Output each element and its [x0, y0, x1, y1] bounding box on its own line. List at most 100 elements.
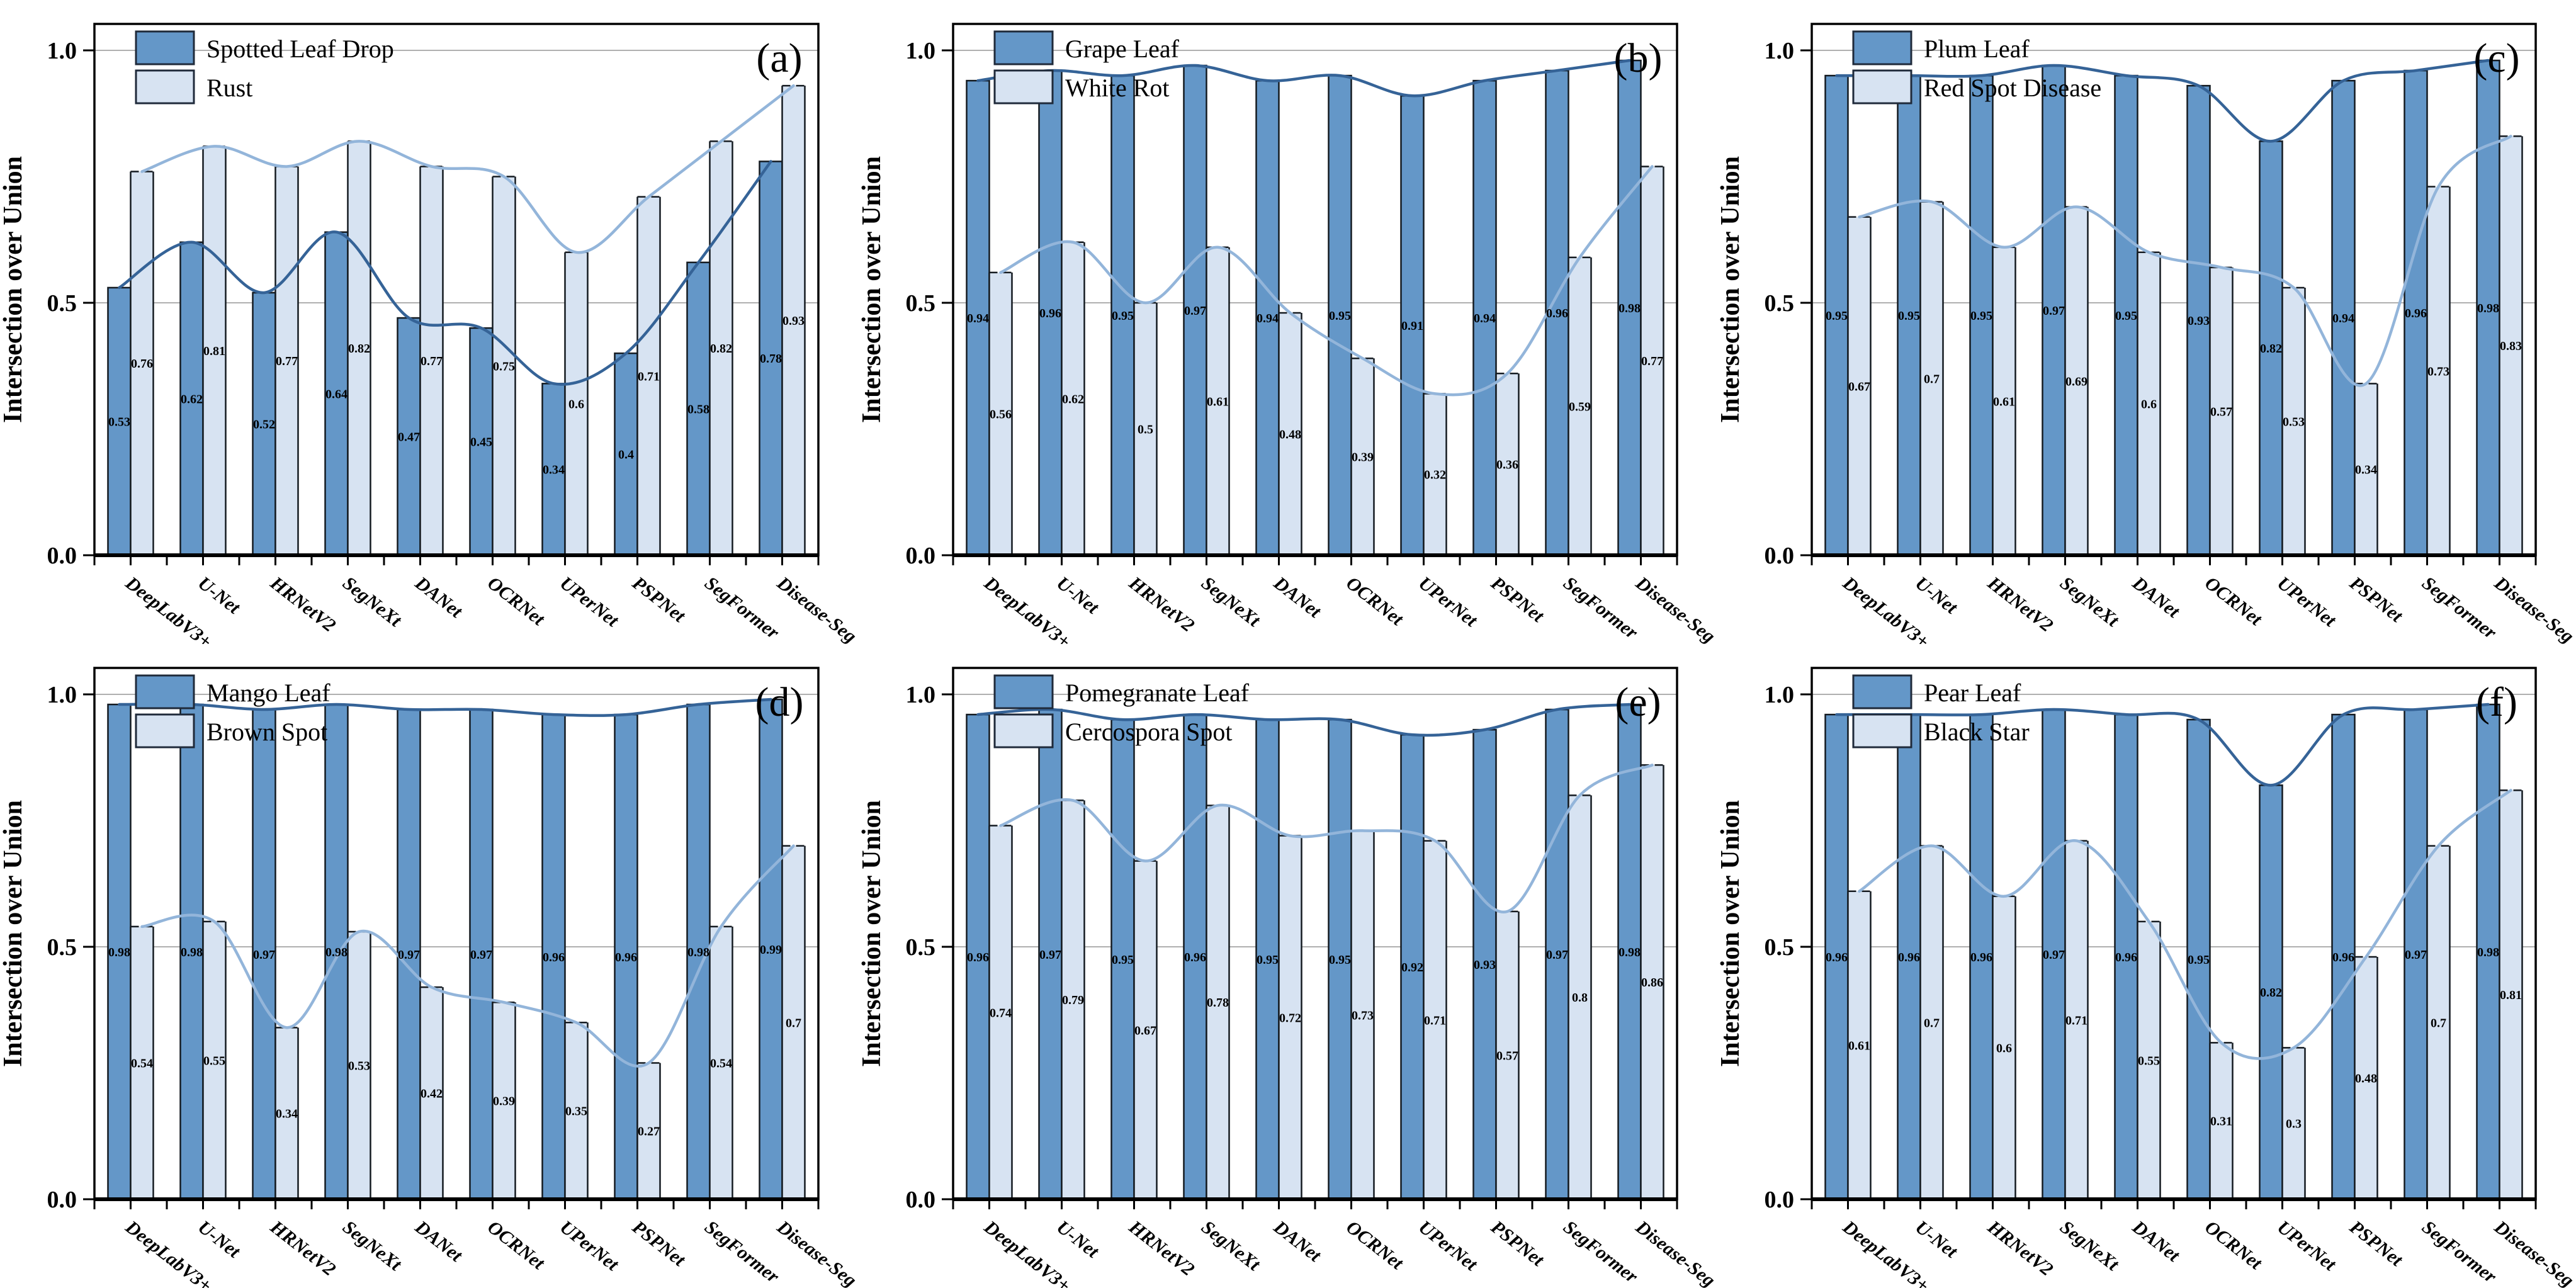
x-tick-label: PSPNet — [2345, 572, 2407, 627]
x-tick-label: UPerNet — [2273, 1217, 2341, 1276]
bar-value-label: 0.79 — [1062, 993, 1084, 1007]
bar-value-label: 0.93 — [782, 314, 805, 328]
bar-value-label: 0.98 — [2477, 302, 2499, 315]
subplot-b: 0.94 0.56 0.96 0.62 0.95 0.5 0.97 0.61 0.94 0.48 0… — [859, 0, 1717, 644]
bar-light — [2354, 957, 2378, 1199]
y-tick-label: 0.5 — [1765, 290, 1795, 317]
bar-light — [492, 176, 516, 555]
legend-swatch-dark — [1852, 30, 1912, 65]
bar-light — [2427, 186, 2450, 555]
legend-swatch-light — [1852, 713, 1912, 749]
bar-value-label: 0.78 — [1207, 996, 1229, 1010]
legend-label: Rust — [206, 74, 252, 102]
x-tick-label: U-Net — [1053, 573, 1104, 619]
bar-light — [1423, 393, 1447, 555]
bar-light — [2065, 206, 2088, 555]
bar-light — [347, 141, 371, 556]
panel-letter: (a) — [756, 35, 802, 81]
bar-light — [1992, 247, 2016, 555]
bar-value-label: 0.72 — [1279, 1011, 1301, 1025]
legend-swatch-dark — [135, 674, 195, 709]
x-tick-label: DANet — [1269, 1216, 1325, 1267]
bar-light — [2282, 1048, 2305, 1199]
bar-value-label: 0.61 — [1207, 395, 1229, 409]
x-tick-label: OCRNet — [1342, 1217, 1408, 1275]
bar-value-label: 0.3 — [2286, 1117, 2302, 1131]
x-tick-label: U-Net — [194, 573, 245, 619]
bar-light — [1568, 257, 1591, 555]
dark-series-curve — [1835, 703, 2490, 787]
bar-light — [2137, 252, 2161, 555]
bar-light — [130, 926, 154, 1199]
bar-light — [2427, 845, 2450, 1199]
bar-value-label: 0.94 — [967, 312, 989, 325]
bar-value-label: 0.99 — [760, 943, 782, 957]
bar-value-label: 0.73 — [1352, 1008, 1374, 1022]
y-tick-label: 0.0 — [906, 1187, 936, 1213]
bar-value-label: 0.48 — [1279, 428, 1301, 442]
bar-light — [709, 926, 733, 1199]
y-tick-label: 0.0 — [47, 543, 77, 569]
bar-light — [1134, 861, 1157, 1199]
legend-label: Red Spot Disease — [1924, 74, 2101, 102]
x-tick-label: SegFormer — [1559, 573, 1642, 643]
dark-series-curve — [1835, 59, 2490, 143]
legend-label: Pear Leaf — [1924, 679, 2021, 707]
legend-swatch-dark — [993, 30, 1054, 65]
x-tick-label: Disease-Seg — [772, 572, 859, 644]
bar-light — [1920, 201, 1943, 556]
bar-value-label: 0.91 — [1401, 319, 1423, 333]
bar-value-label: 0.7 — [786, 1016, 801, 1030]
bar-value-label: 0.5 — [1138, 423, 1153, 437]
x-tick-label: OCRNet — [2201, 1217, 2266, 1275]
bar-dark — [966, 713, 990, 1200]
light-series-curve — [140, 844, 795, 1068]
x-tick-label: HRNetV2 — [1124, 1216, 1198, 1280]
bar-value-label: 0.96 — [1184, 951, 1206, 964]
bar-light — [2282, 287, 2305, 555]
bar-light — [1496, 373, 1519, 555]
bar-value-label: 0.96 — [1039, 307, 1061, 320]
bar-value-label: 0.77 — [1641, 354, 1663, 368]
bar-light — [347, 931, 371, 1199]
legend-swatch-light — [993, 713, 1054, 749]
bar-value-label: 0.58 — [687, 402, 709, 416]
bar-value-label: 0.97 — [2043, 304, 2065, 318]
bar-value-label: 0.55 — [203, 1054, 225, 1068]
bar-value-label: 0.71 — [2065, 1014, 2087, 1027]
panel-letter: (f) — [2476, 679, 2517, 725]
bar-dark — [469, 708, 494, 1200]
y-tick-label: 1.0 — [1765, 682, 1795, 708]
x-tick-label: PSPNet — [628, 1216, 690, 1271]
bar-value-label: 0.54 — [710, 1056, 732, 1070]
x-tick-label: HRNetV2 — [266, 1216, 339, 1280]
bar-value-label: 0.4 — [618, 448, 634, 462]
bar-dark — [614, 352, 638, 556]
bar-value-label: 0.61 — [1993, 395, 2015, 409]
bar-value-label: 0.73 — [2427, 364, 2449, 378]
bar-light — [1641, 166, 1664, 556]
x-tick-label: OCRNet — [2201, 573, 2266, 631]
bar-value-label: 0.97 — [2405, 948, 2427, 962]
x-tick-label: SegNeXt — [339, 1217, 406, 1276]
bar-value-label: 0.47 — [398, 431, 420, 444]
bar-value-label: 0.34 — [2355, 463, 2377, 477]
legend-label: Pomegranate Leaf — [1065, 679, 1250, 707]
bar-dark — [614, 713, 638, 1200]
bar-dark — [759, 161, 783, 556]
bar-light — [275, 1027, 298, 1199]
y-axis-label: Intersection over Union — [1717, 156, 1745, 423]
y-tick-label: 1.0 — [906, 682, 936, 708]
x-tick-label: Disease-Seg — [2490, 572, 2576, 644]
x-tick-label: SegNeXt — [1197, 1217, 1265, 1276]
bar-value-label: 0.95 — [1329, 953, 1351, 967]
bar-value-label: 0.98 — [687, 946, 709, 959]
bar-light — [1351, 830, 1374, 1199]
bar-value-label: 0.71 — [638, 370, 660, 383]
bar-value-label: 0.97 — [398, 948, 420, 962]
bar-value-label: 0.67 — [1134, 1024, 1156, 1037]
bar-value-label: 0.98 — [108, 946, 130, 959]
bar-value-label: 0.34 — [543, 463, 565, 477]
y-tick-label: 0.0 — [906, 543, 936, 569]
x-tick-label: DANet — [410, 572, 466, 623]
